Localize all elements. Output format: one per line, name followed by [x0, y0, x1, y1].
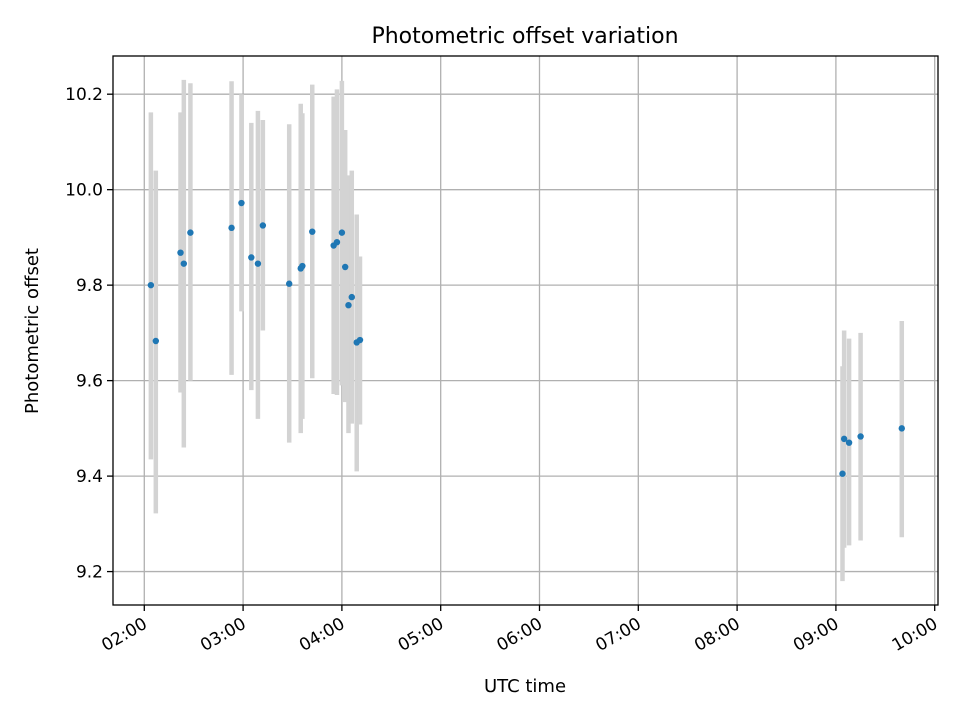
data-point: [839, 470, 846, 477]
x-tick-label: 08:00: [691, 614, 743, 656]
data-point: [845, 439, 853, 446]
data-point: [898, 425, 905, 432]
x-tick-label: 07:00: [592, 614, 644, 656]
data-point: [177, 249, 184, 256]
x-tick-label: 10:00: [889, 614, 941, 656]
y-axis-ticks: 9.2 9.4 9.6 9.8 10.0 10.2: [65, 85, 113, 583]
x-axis-ticks: 02:00 03:00 04:00 05:00 06:00 07:00 08:00 09:00…: [98, 605, 941, 656]
data-point: [840, 435, 848, 443]
data-point: [333, 238, 341, 246]
x-tick-label: 09:00: [790, 614, 842, 656]
data-point: [254, 260, 262, 267]
data-point: [248, 254, 255, 261]
data-point: [180, 260, 188, 267]
y-tick-label: 9.6: [76, 372, 103, 392]
x-tick-label: 03:00: [197, 614, 249, 656]
data-point: [345, 301, 352, 309]
x-tick-label: 04:00: [296, 614, 348, 656]
data-point: [228, 224, 235, 232]
error-bars: [148, 79, 905, 582]
data-point: [356, 336, 364, 344]
y-tick-label: 9.2: [76, 563, 103, 583]
data-point: [152, 337, 160, 345]
data-point: [309, 228, 316, 235]
x-tick-label: 06:00: [494, 614, 546, 656]
data-point: [285, 280, 293, 287]
y-tick-label: 10.2: [65, 85, 103, 105]
data-point: [299, 262, 306, 270]
x-tick-label: 05:00: [395, 614, 447, 656]
data-point: [341, 263, 349, 271]
data-point: [259, 222, 267, 229]
data-point: [348, 293, 355, 301]
plot-frame: [112, 55, 939, 606]
y-tick-label: 9.8: [76, 276, 103, 296]
data-point: [147, 281, 155, 289]
x-tick-label: 02:00: [98, 614, 150, 656]
x-axis-label: UTC time: [484, 676, 566, 697]
data-point: [338, 229, 346, 236]
y-tick-label: 10.0: [65, 181, 103, 201]
data-point: [857, 433, 864, 440]
grid-lines: [113, 56, 938, 605]
chart-title: Photometric offset variation: [371, 24, 678, 49]
y-tick-label: 9.4: [76, 467, 103, 487]
data-point: [238, 199, 245, 207]
data-points: [147, 199, 905, 477]
y-axis-label: Photometric offset: [22, 248, 43, 414]
data-point: [187, 229, 194, 236]
